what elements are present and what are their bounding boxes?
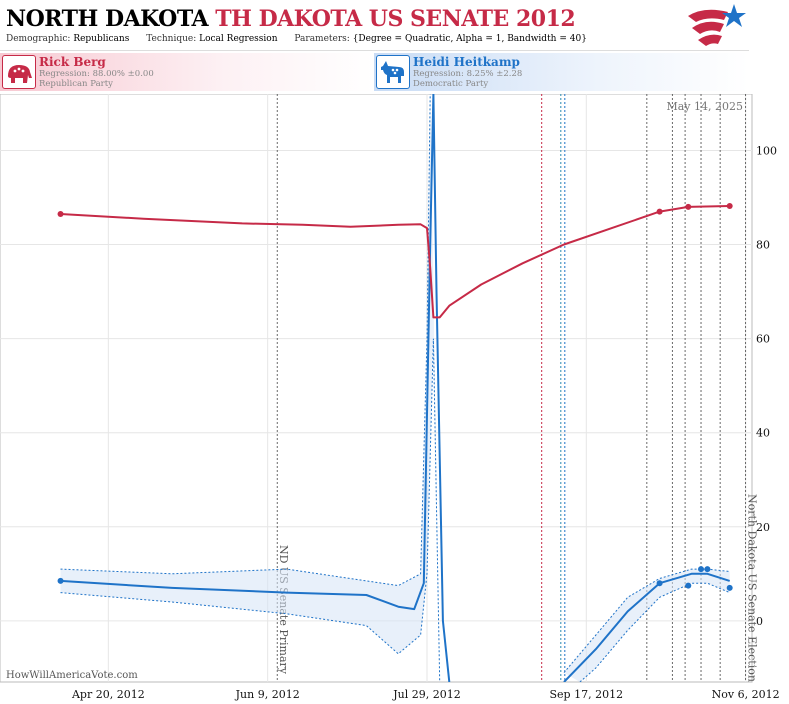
- x-tick-label: Jul 29, 2012: [392, 688, 461, 701]
- chart-axes: Apr 20, 2012 Jun 9, 2012 Jul 29, 2012 Sep 1…: [71, 144, 780, 701]
- heitkamp-confidence-band-upper: [60, 94, 431, 587]
- heitkamp-confidence-band: [60, 94, 440, 682]
- heitkamp-poll-point: [726, 584, 733, 591]
- heitkamp-poll-point: [656, 580, 663, 587]
- berg-poll-point: [726, 202, 733, 209]
- title-state: NORTH DAKOTA: [6, 6, 209, 32]
- heitkamp-regression-line: [60, 94, 451, 682]
- page-title: NORTH DAKOTA TH DAKOTA US SENATE 2012: [6, 6, 576, 32]
- chart-header: NORTH DAKOTA TH DAKOTA US SENATE 2012 De…: [0, 0, 749, 51]
- demographic-value: Republicans: [73, 34, 130, 44]
- y-tick-label: 60: [756, 333, 770, 346]
- heitkamp-poll-point: [685, 582, 692, 589]
- y-tick-label: 0: [756, 615, 763, 628]
- parameters-value: {Degree = Quadratic, Alpha = 1, Bandwidt…: [352, 34, 587, 44]
- heitkamp-confidence-band-lower: [60, 338, 441, 682]
- watermark: HowWillAmericaVote.com: [6, 670, 138, 681]
- x-tick-label: Sep 17, 2012: [550, 688, 624, 701]
- title-race: TH DAKOTA US SENATE 2012: [215, 6, 576, 32]
- heitkamp-confidence-band-late: [564, 569, 730, 682]
- y-tick-label: 40: [756, 427, 770, 440]
- heitkamp-confidence-band-late-lower: [579, 582, 730, 682]
- candidate-regression: Regression: 88.00% ±0.00: [39, 69, 154, 79]
- x-tick-label: Jun 9, 2012: [235, 688, 300, 701]
- elephant-icon: [2, 55, 36, 89]
- candidate-regression: Regression: 8.25% ±2.28: [413, 69, 523, 79]
- heitkamp-poll-point: [57, 577, 64, 584]
- site-logo-icon: [688, 4, 746, 46]
- donkey-icon: [376, 55, 410, 89]
- berg-poll-point: [57, 210, 64, 217]
- y-tick-label: 20: [756, 521, 770, 534]
- parameters-line: Demographic: Republicans Technique: Loca…: [6, 34, 587, 44]
- x-tick-label: Apr 20, 2012: [71, 688, 145, 701]
- heitkamp-poll-point: [704, 566, 711, 573]
- y-tick-label: 100: [756, 144, 777, 157]
- berg-poll-point: [656, 208, 663, 215]
- x-tick-label: Nov 6, 2012: [712, 688, 780, 701]
- technique-label: Technique:: [146, 34, 197, 44]
- candidate-rick-berg: Rick Berg Regression: 88.00% ±0.00 Repub…: [0, 53, 375, 91]
- regression-chart: ND US Senate PrimaryNorth Dakota US Sena…: [0, 94, 780, 701]
- candidate-party: Democratic Party: [413, 79, 489, 89]
- demographic-label: Demographic:: [6, 34, 71, 44]
- heitkamp-poll-point: [698, 566, 705, 573]
- date-label: May 14, 2025: [666, 100, 743, 113]
- parameters-label: Parameters:: [294, 34, 350, 44]
- y-tick-label: 80: [756, 239, 770, 252]
- berg-poll-point: [685, 203, 692, 210]
- candidate-name: Rick Berg: [39, 55, 106, 69]
- candidate-name: Heidi Heitkamp: [413, 55, 520, 69]
- candidate-party: Republican Party: [39, 79, 113, 89]
- candidate-heidi-heitkamp: Heidi Heitkamp Regression: 8.25% ±2.28 D…: [374, 53, 749, 91]
- event-label: North Dakota US Senate Election: [746, 494, 759, 682]
- berg-regression-line: [60, 205, 730, 319]
- technique-value: Local Regression: [199, 34, 278, 44]
